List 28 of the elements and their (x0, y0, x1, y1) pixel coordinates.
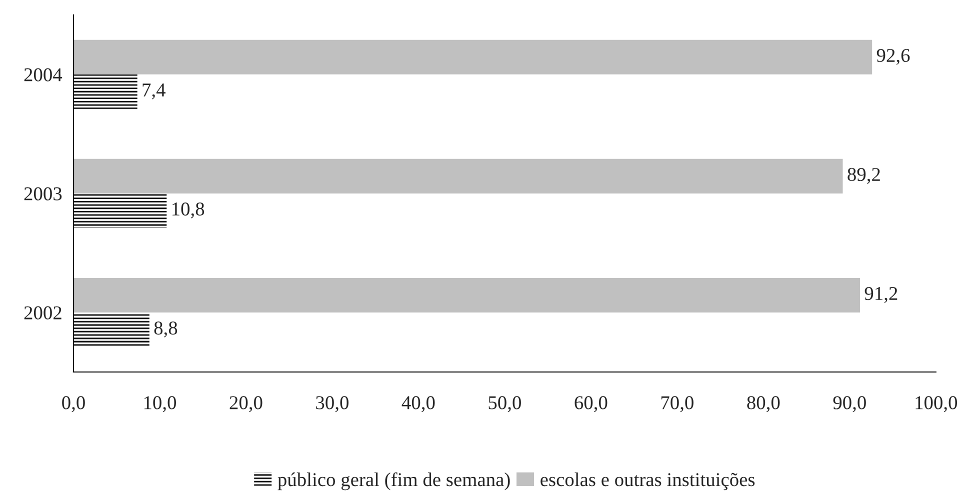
data-label: 92,6 (876, 48, 910, 65)
data-label: 91,2 (864, 287, 898, 303)
x-tick-label: 100,0 (916, 396, 958, 412)
legend-label: escolas e outras instituições (540, 472, 755, 490)
x-tick-label: 10,0 (144, 396, 176, 412)
data-label: 10,8 (172, 202, 204, 218)
x-tick-label: 60,0 (574, 396, 608, 412)
x-tick-label: 20,0 (230, 396, 262, 412)
bar (74, 74, 138, 109)
x-tick-label: 0,0 (62, 396, 85, 412)
bar (74, 193, 167, 228)
bar (74, 158, 843, 194)
x-tick-label: 50,0 (488, 396, 521, 412)
y-tick-label: 2002 (24, 306, 62, 320)
data-label: 7,4 (142, 84, 166, 100)
x-tick-label: 90,0 (833, 396, 866, 412)
bar (74, 312, 150, 347)
y-tick-label: 2004 (24, 68, 62, 82)
x-tick-label: 70,0 (661, 396, 694, 412)
y-tick-label: 2003 (24, 187, 62, 200)
x-tick-label: 40,0 (402, 396, 435, 412)
bar (74, 278, 860, 312)
data-label: 8,8 (154, 321, 178, 338)
x-tick-label: 30,0 (316, 396, 348, 412)
bar (74, 40, 872, 74)
data-label: 89,2 (848, 168, 880, 184)
x-tick-label: 80,0 (747, 396, 780, 412)
legend-label: público geral (fim de semana) (278, 472, 510, 490)
